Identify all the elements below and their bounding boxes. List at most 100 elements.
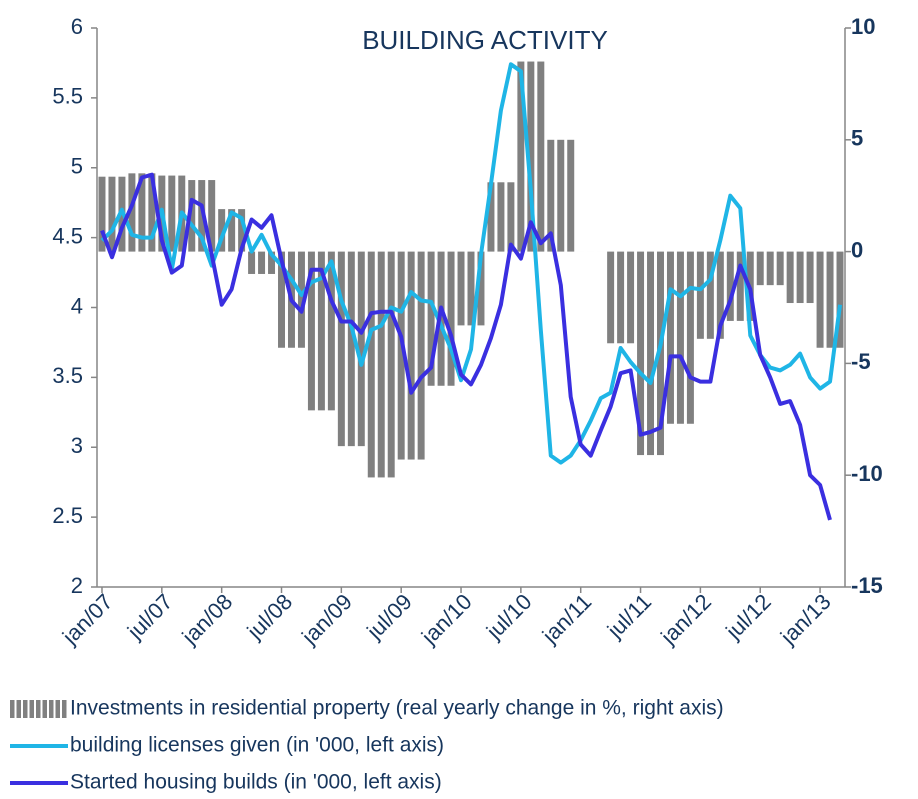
- bar: [497, 182, 505, 252]
- bar: [776, 251, 784, 286]
- bar: [457, 251, 465, 326]
- x-tick-label: jul/12: [720, 589, 776, 645]
- legend-swatch: [62, 700, 67, 718]
- x-tick-label: jan/10: [416, 589, 477, 650]
- y-tick-label: 3.5: [52, 363, 83, 388]
- bar: [317, 251, 325, 411]
- bar: [278, 251, 285, 348]
- bar: [637, 251, 645, 456]
- legend-label: Investments in residential property (rea…: [70, 697, 724, 720]
- y-tick-label: 2: [71, 573, 83, 598]
- bar: [836, 251, 844, 348]
- y2-tick-label: -15: [851, 573, 883, 598]
- y-tick-label: 5: [71, 154, 83, 179]
- bar: [148, 173, 156, 252]
- bar: [188, 180, 196, 252]
- bar: [627, 251, 635, 344]
- bar: [168, 175, 176, 252]
- y2-tick-label: -5: [851, 349, 871, 374]
- bar: [706, 251, 714, 339]
- bar: [138, 173, 146, 252]
- line-series: [100, 62, 842, 465]
- bar: [647, 251, 655, 456]
- x-tick-label: jan/12: [655, 589, 716, 650]
- bar: [547, 139, 555, 252]
- bar: [407, 251, 415, 460]
- bar: [427, 251, 435, 386]
- bar: [258, 251, 266, 274]
- bar: [786, 251, 794, 304]
- legend-swatch: [29, 700, 34, 718]
- bar: [736, 251, 744, 321]
- bar: [467, 251, 475, 326]
- bar: [327, 251, 335, 411]
- y-tick-label: 6: [71, 14, 83, 39]
- x-tick-label: jul/09: [361, 589, 417, 645]
- bar: [527, 61, 535, 252]
- bar: [716, 251, 724, 339]
- x-tick-label: jul/07: [122, 589, 178, 645]
- bar: [686, 251, 694, 424]
- bar: [517, 61, 525, 252]
- x-tick-label: jul/11: [602, 589, 656, 643]
- y-tick-label: 3: [71, 433, 83, 458]
- bar: [98, 176, 106, 252]
- bar: [108, 176, 116, 252]
- x-tick-label: jan/07: [57, 589, 118, 650]
- x-tick-label: jan/09: [296, 589, 357, 650]
- y-tick-label: 2.5: [52, 503, 83, 528]
- bar: [816, 251, 824, 348]
- bar: [477, 251, 485, 326]
- bar: [387, 251, 395, 478]
- bar: [447, 251, 455, 386]
- x-tick-label: jan/08: [177, 589, 238, 650]
- bar: [806, 251, 814, 304]
- bar: [198, 180, 206, 252]
- bar: [666, 251, 674, 424]
- bar: [537, 61, 545, 252]
- bar: [487, 182, 495, 252]
- bar: [367, 251, 375, 478]
- bar: [337, 251, 345, 447]
- bar: [268, 251, 276, 274]
- bar: [397, 251, 405, 460]
- bar: [417, 251, 425, 460]
- bar: [208, 180, 216, 252]
- legend-swatch: [23, 700, 28, 718]
- bar: [377, 251, 385, 478]
- bar: [796, 251, 804, 304]
- bar: [357, 251, 365, 447]
- legend-label: Started housing builds (in '000, left ax…: [70, 771, 442, 794]
- x-tick-label: jul/08: [242, 589, 298, 645]
- bar: [347, 251, 355, 447]
- bar: [557, 139, 565, 252]
- bar: [676, 251, 684, 424]
- chart-title: BUILDING ACTIVITY: [362, 25, 608, 55]
- legend-swatch: [10, 700, 15, 718]
- legend-swatch: [42, 700, 47, 718]
- bar: [297, 251, 305, 348]
- legend-swatch: [49, 700, 54, 718]
- bar: [766, 251, 774, 286]
- bar: [307, 251, 315, 411]
- x-tick-label: jan/13: [775, 589, 836, 650]
- bar: [607, 251, 615, 344]
- bar: [228, 209, 236, 252]
- legend-swatch: [55, 700, 60, 718]
- bar: [696, 251, 704, 339]
- y-tick-label: 4: [71, 293, 83, 318]
- y2-tick-label: 0: [851, 237, 863, 262]
- bar: [218, 209, 226, 252]
- y2-tick-label: 10: [851, 14, 875, 39]
- legend-label: building licenses given (in '000, left a…: [70, 734, 444, 757]
- x-tick-label: jan/11: [537, 589, 597, 649]
- bar: [238, 209, 246, 252]
- legend-swatch: [16, 700, 21, 718]
- bar: [248, 251, 256, 274]
- bar: [726, 251, 734, 321]
- legend-swatch: [36, 700, 41, 718]
- line-series: [100, 172, 832, 521]
- bar: [128, 173, 136, 252]
- y-tick-label: 4.5: [52, 223, 83, 248]
